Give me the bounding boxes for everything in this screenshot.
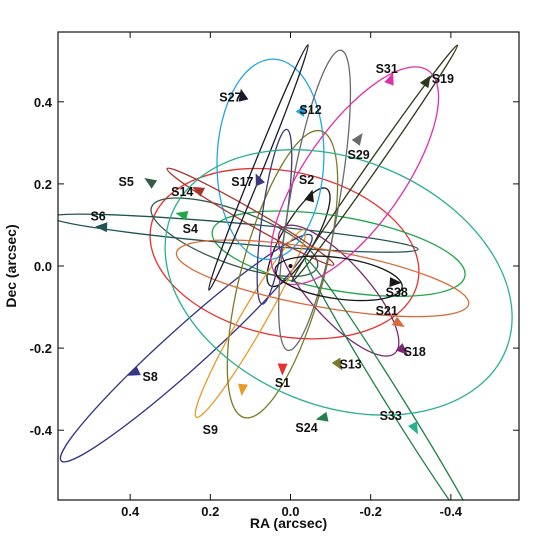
y-tick-label: 0.0: [34, 259, 52, 274]
star-label-s38: S38: [386, 286, 408, 300]
star-label-s6: S6: [90, 210, 105, 224]
star-label-s12: S12: [299, 103, 321, 117]
star-label-s19: S19: [432, 72, 454, 86]
star-label-s17: S17: [231, 175, 253, 189]
star-label-s18: S18: [404, 345, 426, 359]
x-tick-label: 0.4: [121, 504, 140, 519]
orbits-layer: [58, 44, 513, 500]
direction-marker-s13: [331, 357, 343, 371]
orbit-s24: [304, 257, 485, 500]
direction-marker-s4: [175, 211, 189, 221]
direction-marker-s29: [351, 133, 363, 146]
star-label-s21: S21: [376, 304, 398, 318]
star-label-s14: S14: [171, 185, 193, 199]
y-tick-label: -0.4: [30, 423, 53, 438]
orbit-s13: [226, 129, 339, 419]
orbit-s33: [164, 149, 513, 416]
direction-marker-s19: [419, 75, 431, 89]
orbit-s1: [149, 167, 420, 340]
orbit-s12: [216, 58, 325, 261]
star-label-s9: S9: [203, 423, 218, 437]
direction-marker-s24: [315, 411, 329, 422]
direction-marker-s6: [95, 222, 108, 233]
orbit-s38: [274, 255, 403, 302]
star-label-s29: S29: [348, 148, 370, 162]
y-tick-label: 0.4: [34, 95, 53, 110]
star-label-s33: S33: [380, 409, 402, 423]
star-label-s13: S13: [340, 358, 362, 372]
direction-marker-s9: [238, 383, 248, 397]
star-label-s5: S5: [118, 175, 133, 189]
direction-marker-s2: [304, 189, 314, 203]
y-ticks: 0.4 0.2 0.0 -0.2 -0.4: [30, 95, 519, 438]
orbit-s29: [278, 49, 352, 352]
y-tick-label: -0.2: [30, 341, 52, 356]
star-label-s8: S8: [143, 370, 158, 384]
x-axis-title: RA (arcsec): [250, 515, 327, 531]
direction-marker-s38: [389, 277, 402, 288]
direction-marker-s1: [277, 363, 288, 376]
direction-markers-layer: [95, 72, 431, 435]
x-tick-label: -0.4: [440, 504, 463, 519]
star-label-s24: S24: [295, 421, 317, 435]
direction-marker-s18: [395, 343, 408, 355]
star-label-s1: S1: [275, 376, 290, 390]
orbit-s14: [166, 167, 335, 266]
orbit-s27: [208, 44, 309, 291]
direction-marker-s8: [127, 366, 141, 376]
orbit-s8: [59, 233, 313, 463]
star-label-s2: S2: [299, 173, 314, 187]
y-axis-title: Dec (arcsec): [3, 224, 19, 307]
y-tick-label: 0.2: [34, 177, 52, 192]
direction-marker-s31: [384, 72, 394, 86]
star-label-s4: S4: [183, 222, 198, 236]
central-mass-marker: [288, 264, 293, 268]
center-marker-layer: [288, 264, 293, 268]
x-ticks: 0.4 0.2 0.0 -0.2 -0.4: [121, 32, 463, 519]
plot-frame: [57, 31, 520, 501]
direction-marker-s12: [295, 104, 307, 117]
x-tick-label: -0.2: [359, 504, 381, 519]
x-tick-label: 0.0: [281, 504, 299, 519]
direction-marker-s27: [238, 88, 249, 102]
direction-marker-s14: [192, 186, 206, 197]
orbit-s9: [194, 228, 307, 419]
orbit-s6: [58, 213, 419, 253]
direction-marker-s5: [144, 177, 158, 189]
orbit-s21: [175, 239, 470, 318]
orbit-s5: [150, 197, 319, 278]
x-tick-label: 0.2: [201, 504, 219, 519]
star-label-s31: S31: [376, 62, 398, 76]
star-labels-layer: S1 S2 S4 S5 S6 S8 S9 S12 S13 S14 S17 S18 S19 S21 S24 S2…: [90, 62, 454, 437]
orbit-s18: [277, 224, 400, 357]
star-label-s27: S27: [219, 91, 241, 105]
direction-marker-s21: [391, 316, 405, 328]
direction-marker-s17: [255, 173, 266, 187]
direction-marker-s33: [408, 421, 419, 435]
